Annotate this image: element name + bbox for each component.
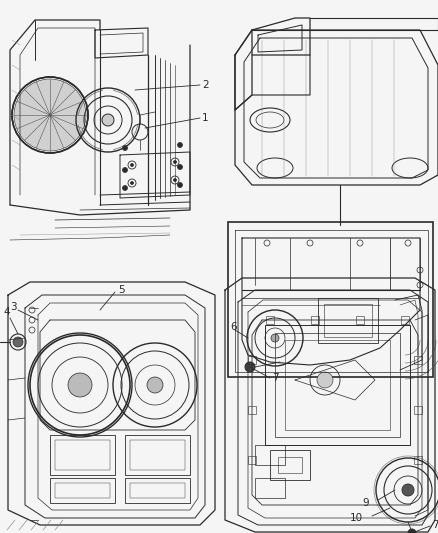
- Bar: [255, 478, 285, 498]
- Bar: [356, 316, 364, 324]
- Circle shape: [14, 79, 86, 151]
- Bar: [50, 435, 115, 475]
- Bar: [125, 478, 190, 503]
- Circle shape: [177, 165, 183, 169]
- Bar: [130, 440, 185, 470]
- Circle shape: [131, 164, 134, 166]
- Text: 7: 7: [272, 373, 279, 383]
- Circle shape: [408, 529, 416, 533]
- Bar: [125, 435, 190, 475]
- Bar: [255, 445, 285, 465]
- Text: 2: 2: [202, 80, 208, 90]
- Circle shape: [317, 372, 333, 388]
- Circle shape: [177, 182, 183, 188]
- Circle shape: [177, 142, 183, 148]
- Bar: [248, 406, 256, 414]
- Bar: [275, 333, 400, 437]
- Circle shape: [123, 185, 127, 190]
- Bar: [55, 440, 110, 470]
- Circle shape: [402, 484, 414, 496]
- Bar: [265, 325, 410, 445]
- Bar: [270, 450, 310, 480]
- Text: 5: 5: [118, 285, 125, 295]
- Bar: [278, 457, 302, 473]
- Text: 6: 6: [230, 322, 237, 332]
- Circle shape: [68, 373, 92, 397]
- Circle shape: [245, 362, 255, 372]
- Circle shape: [102, 114, 114, 126]
- Bar: [414, 456, 422, 464]
- Circle shape: [147, 377, 163, 393]
- Bar: [55, 483, 110, 498]
- Circle shape: [173, 179, 177, 182]
- Circle shape: [123, 146, 127, 150]
- Bar: [228, 222, 433, 377]
- Text: 1: 1: [202, 113, 208, 123]
- Bar: [248, 356, 256, 364]
- Bar: [311, 316, 319, 324]
- Text: 9: 9: [362, 498, 369, 508]
- Circle shape: [131, 182, 134, 184]
- Bar: [414, 406, 422, 414]
- Bar: [266, 316, 274, 324]
- Bar: [318, 298, 378, 343]
- Text: 7: 7: [432, 520, 438, 530]
- Text: 10: 10: [350, 513, 363, 523]
- Bar: [401, 316, 409, 324]
- Text: 3: 3: [10, 302, 17, 312]
- Circle shape: [13, 337, 23, 347]
- Bar: [50, 478, 115, 503]
- Bar: [414, 356, 422, 364]
- Circle shape: [123, 167, 127, 173]
- Bar: [324, 304, 372, 337]
- Bar: [130, 483, 185, 498]
- Circle shape: [271, 334, 279, 342]
- Bar: [248, 456, 256, 464]
- Bar: [285, 340, 390, 430]
- Circle shape: [173, 160, 177, 164]
- Text: 4: 4: [3, 307, 10, 317]
